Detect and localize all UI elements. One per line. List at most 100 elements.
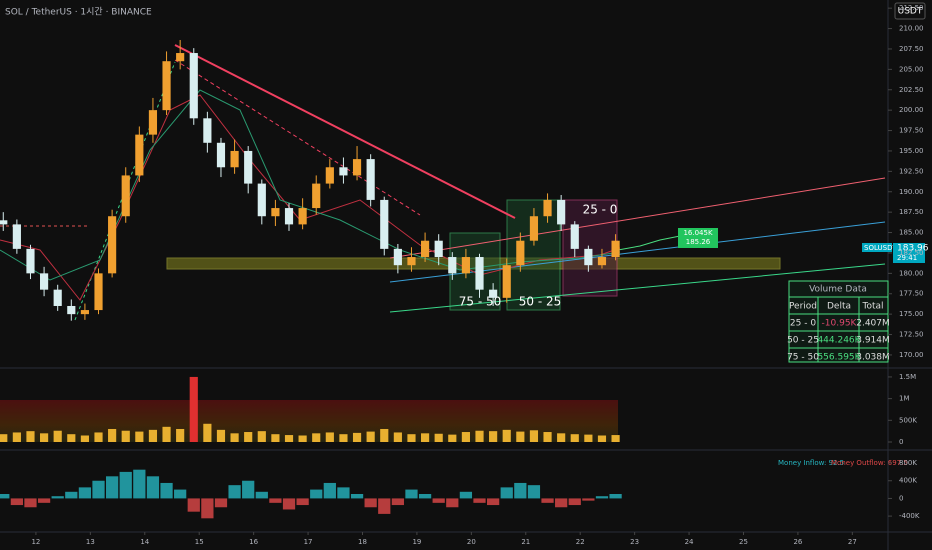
volume-bar bbox=[366, 431, 375, 442]
money-inflow: Money Inflow: 92.5 bbox=[778, 459, 844, 467]
y-tick-label: 1M bbox=[899, 395, 910, 403]
volume-bar bbox=[53, 430, 62, 442]
candle-body bbox=[94, 273, 103, 311]
volume-bar bbox=[325, 432, 334, 442]
oscillator-bar bbox=[378, 498, 391, 514]
volume-bar bbox=[461, 432, 470, 442]
price-badge bbox=[893, 243, 925, 263]
currency-button[interactable] bbox=[894, 2, 926, 20]
oscillator-bar bbox=[364, 498, 377, 508]
oscillator-bar bbox=[486, 498, 500, 506]
candle-body bbox=[557, 199, 566, 225]
volume-bar bbox=[298, 435, 307, 442]
x-tick-label: 15 bbox=[195, 538, 204, 546]
badge-price: 185.26 bbox=[686, 238, 711, 246]
candle-body bbox=[40, 273, 49, 290]
candle-body bbox=[570, 224, 579, 249]
y-tick-label: 0 bbox=[899, 494, 903, 502]
candle-body bbox=[53, 289, 62, 306]
x-tick-label: 16 bbox=[249, 538, 258, 546]
volume-bar bbox=[489, 431, 498, 442]
volume-bar bbox=[162, 426, 171, 442]
y-tick-label: 400K bbox=[899, 477, 917, 485]
oscillator-bar bbox=[201, 498, 214, 519]
volume-bar bbox=[216, 429, 226, 442]
candle-body bbox=[148, 110, 158, 135]
volume-bar bbox=[380, 428, 389, 442]
x-tick-label: 14 bbox=[140, 538, 149, 546]
volume-bar bbox=[12, 432, 21, 442]
candle-body bbox=[543, 199, 552, 217]
projection bbox=[617, 235, 681, 251]
volume-bar bbox=[189, 376, 198, 442]
candle-body bbox=[26, 248, 35, 274]
y-tick-label: 207.50 bbox=[899, 45, 924, 53]
currency-label[interactable]: USDT bbox=[898, 7, 923, 17]
candle-body bbox=[475, 257, 484, 290]
oscillator-bar bbox=[337, 487, 350, 499]
volume-bar bbox=[597, 435, 607, 442]
oscillator-bar bbox=[105, 476, 119, 499]
oscillator-bar bbox=[119, 471, 132, 499]
volume-bar bbox=[176, 428, 185, 442]
zone-label: 50 - 25 bbox=[519, 295, 562, 309]
y-tick-label: 210.00 bbox=[899, 25, 924, 33]
volume-bar bbox=[339, 434, 348, 442]
y-tick-label: 175.00 bbox=[899, 310, 924, 318]
zone-label: 25 - 0 bbox=[583, 203, 618, 217]
y-tick-label: 182.50 bbox=[899, 249, 924, 257]
oscillator-bar bbox=[160, 482, 173, 499]
volume-bar bbox=[121, 430, 130, 442]
volume-bar bbox=[502, 429, 511, 442]
oscillator-bar bbox=[541, 498, 554, 503]
table-cell: -10.95K bbox=[822, 319, 858, 329]
oscillator-bar bbox=[24, 498, 37, 508]
volume-heat bbox=[0, 400, 618, 442]
candle-body bbox=[516, 240, 525, 266]
volume-badge bbox=[678, 228, 718, 248]
candle-body bbox=[448, 257, 457, 274]
oscillator-bar bbox=[214, 498, 228, 508]
oscillator-bar bbox=[282, 498, 296, 510]
oscillator-bar bbox=[146, 476, 160, 499]
oscillator-bar bbox=[242, 480, 255, 499]
table-header: Delta bbox=[827, 302, 851, 312]
candle-body bbox=[162, 61, 171, 111]
x-tick-label: 12 bbox=[31, 538, 40, 546]
candle-body bbox=[298, 208, 307, 225]
y-tick-label: 205.00 bbox=[899, 65, 924, 73]
candle-body bbox=[434, 240, 443, 258]
candle-body bbox=[393, 248, 402, 266]
candle-body bbox=[176, 53, 185, 62]
candle-body bbox=[584, 248, 593, 266]
oscillator-bar bbox=[296, 498, 309, 506]
trend-line bbox=[174, 59, 421, 216]
volume-bar bbox=[148, 429, 158, 442]
volume-bar bbox=[570, 434, 579, 442]
table-title: Volume Data bbox=[809, 285, 867, 295]
oscillator-bar bbox=[10, 498, 23, 506]
x-tick-label: 25 bbox=[739, 538, 748, 546]
table-header: Period bbox=[789, 302, 817, 312]
volume-bar bbox=[244, 432, 253, 442]
oscillator-bar bbox=[500, 487, 513, 499]
symbol-badge bbox=[862, 243, 892, 252]
volume-bar bbox=[67, 434, 76, 442]
badge-volume: 16.045K bbox=[683, 229, 712, 237]
symbol-label: SOLUSDT bbox=[864, 244, 897, 252]
oscillator-bar bbox=[78, 487, 92, 499]
candle-body bbox=[380, 199, 389, 249]
candle-body bbox=[12, 224, 21, 249]
x-tick-label: 26 bbox=[793, 538, 802, 546]
x-tick-label: 24 bbox=[685, 538, 694, 546]
oscillator-bar bbox=[418, 494, 432, 499]
volume-bar bbox=[0, 434, 8, 442]
volume-bar bbox=[230, 433, 239, 442]
volume-bar bbox=[475, 430, 484, 442]
table-cell: 3.914M bbox=[856, 336, 890, 346]
y-tick-label: 177.50 bbox=[899, 290, 924, 298]
oscillator-bar bbox=[609, 494, 622, 499]
candle-body bbox=[0, 220, 8, 225]
volume-bar bbox=[312, 433, 321, 442]
